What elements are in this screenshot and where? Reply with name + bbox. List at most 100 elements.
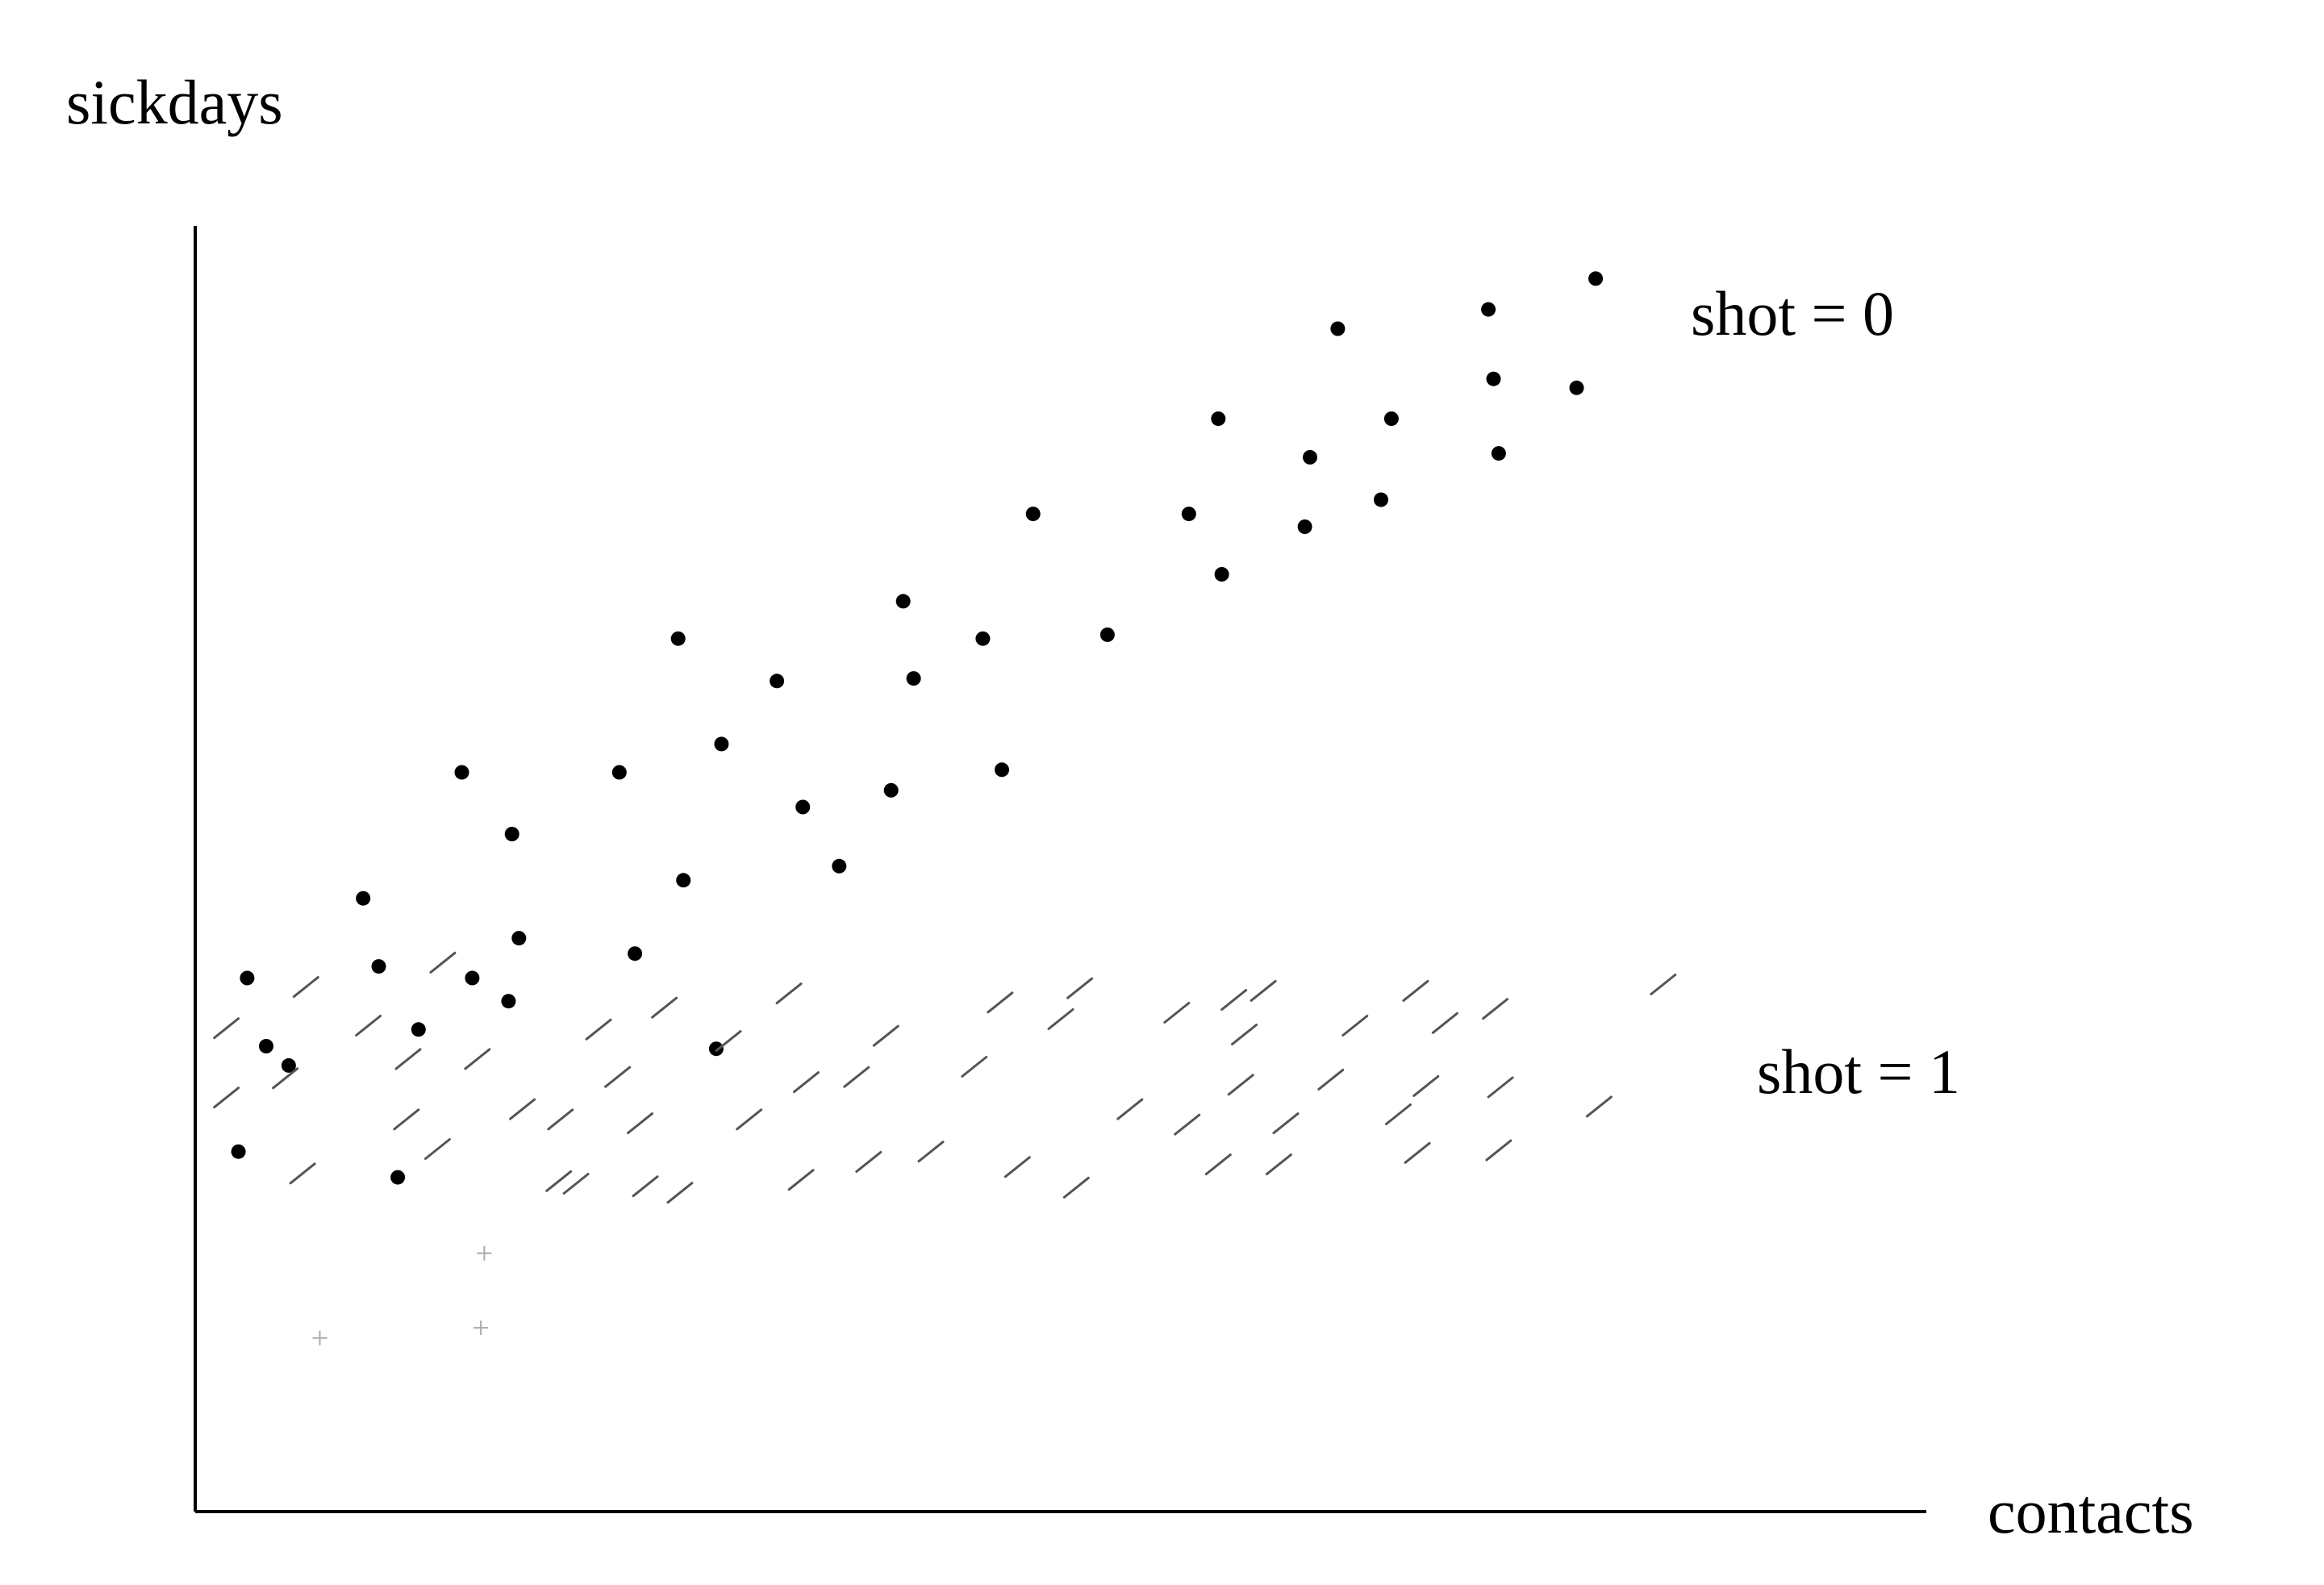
point-series-1-56 bbox=[1585, 1095, 1613, 1118]
point-series-1-9 bbox=[423, 1138, 451, 1160]
point-series-0-39 bbox=[1491, 446, 1506, 461]
point-series-0-38 bbox=[1486, 371, 1501, 386]
point-series-1-22 bbox=[736, 1108, 763, 1131]
point-series-2-1 bbox=[474, 1320, 489, 1336]
point-series-1-20 bbox=[651, 996, 678, 1019]
point-series-0-10 bbox=[504, 827, 519, 841]
point-series-0-18 bbox=[708, 1041, 724, 1057]
point-series-0-4 bbox=[356, 891, 371, 906]
point-series-1-8 bbox=[429, 951, 457, 974]
point-series-1-47 bbox=[1341, 1015, 1369, 1037]
point-series-1-45 bbox=[1265, 1153, 1292, 1176]
point-series-1-43 bbox=[1272, 1112, 1300, 1135]
point-series-1-15 bbox=[627, 1112, 653, 1135]
point-series-1-4 bbox=[289, 1162, 316, 1185]
point-series-1-17 bbox=[562, 1173, 590, 1195]
point-series-0-8 bbox=[454, 765, 469, 780]
point-series-0-23 bbox=[895, 594, 911, 609]
point-series-1-35 bbox=[1062, 1176, 1090, 1199]
point-series-0-29 bbox=[1181, 507, 1196, 522]
point-series-1-27 bbox=[872, 1024, 899, 1047]
point-series-1-1 bbox=[213, 1087, 240, 1109]
point-series-0-31 bbox=[1214, 567, 1229, 582]
chart-marks bbox=[213, 271, 1677, 1345]
y-axis-label: sickdays bbox=[66, 67, 283, 137]
point-series-1-5 bbox=[355, 1015, 382, 1037]
point-series-1-0 bbox=[213, 1017, 240, 1040]
x-axis-label: contacts bbox=[1988, 1476, 2194, 1546]
point-series-0-2 bbox=[281, 1057, 296, 1073]
point-series-1-24 bbox=[793, 1071, 820, 1094]
point-series-1-30 bbox=[961, 1056, 988, 1078]
point-series-1-51 bbox=[1431, 1011, 1458, 1034]
point-series-0-1 bbox=[259, 1039, 273, 1053]
point-series-0-14 bbox=[628, 946, 643, 961]
point-series-1-44 bbox=[1204, 1153, 1232, 1176]
point-series-1-48 bbox=[1385, 1103, 1412, 1125]
point-series-1-28 bbox=[855, 1150, 882, 1173]
point-series-1-21 bbox=[715, 1030, 742, 1053]
point-series-0-36 bbox=[1383, 411, 1399, 427]
point-series-0-19 bbox=[770, 674, 785, 689]
point-series-1-23 bbox=[775, 982, 803, 1005]
annotation-shot-0: shot = 0 bbox=[1691, 278, 1894, 348]
point-series-0-17 bbox=[714, 736, 729, 752]
point-series-0-25 bbox=[975, 631, 991, 646]
point-series-0-3 bbox=[231, 1144, 246, 1159]
point-series-1-37 bbox=[1163, 1002, 1191, 1024]
point-series-1-39 bbox=[1220, 989, 1248, 1011]
point-series-1-32 bbox=[1047, 1008, 1074, 1030]
point-series-2-0 bbox=[477, 1245, 492, 1261]
point-series-0-34 bbox=[1330, 321, 1346, 336]
point-series-0-32 bbox=[1297, 519, 1312, 534]
point-series-1-52 bbox=[1404, 1141, 1431, 1164]
point-series-1-10 bbox=[464, 1048, 491, 1070]
point-series-1-12 bbox=[547, 1108, 574, 1131]
point-series-1-14 bbox=[604, 1066, 632, 1088]
point-series-1-40 bbox=[1231, 1024, 1258, 1046]
point-series-0-35 bbox=[1374, 492, 1388, 507]
point-series-0-20 bbox=[795, 799, 811, 815]
point-series-0-24 bbox=[906, 671, 921, 686]
point-series-1-19 bbox=[666, 1182, 694, 1204]
point-series-0-7 bbox=[390, 1170, 406, 1185]
annotation-shot-1: shot = 1 bbox=[1757, 1037, 1960, 1107]
point-series-1-16 bbox=[545, 1170, 573, 1192]
point-series-1-33 bbox=[1066, 977, 1094, 999]
point-series-0-6 bbox=[411, 1022, 426, 1037]
point-series-0-33 bbox=[1303, 449, 1317, 465]
point-series-1-6 bbox=[394, 1048, 422, 1070]
point-series-0-30 bbox=[1211, 411, 1226, 427]
point-series-1-7 bbox=[393, 1108, 420, 1131]
point-series-1-36 bbox=[1116, 1098, 1144, 1120]
point-series-0-41 bbox=[1588, 271, 1604, 286]
point-series-1-34 bbox=[1003, 1156, 1031, 1178]
point-series-1-42 bbox=[1250, 979, 1277, 1002]
point-series-1-26 bbox=[843, 1066, 870, 1088]
point-series-0-21 bbox=[832, 858, 847, 874]
point-series-1-49 bbox=[1402, 979, 1429, 1002]
point-series-0-37 bbox=[1481, 302, 1496, 317]
point-series-2-2 bbox=[312, 1330, 328, 1345]
point-series-0-27 bbox=[1025, 507, 1041, 522]
point-series-0-0 bbox=[240, 970, 255, 986]
point-series-1-29 bbox=[917, 1141, 945, 1163]
point-series-1-57 bbox=[1650, 974, 1677, 995]
point-series-0-13 bbox=[611, 765, 627, 780]
point-series-1-55 bbox=[1485, 1139, 1512, 1162]
point-series-1-2 bbox=[292, 976, 319, 999]
point-series-1-46 bbox=[1317, 1068, 1345, 1091]
point-series-1-54 bbox=[1487, 1076, 1514, 1099]
point-series-0-26 bbox=[995, 762, 1009, 778]
point-series-1-53 bbox=[1482, 998, 1509, 1020]
point-series-0-5 bbox=[371, 959, 386, 974]
point-series-1-38 bbox=[1174, 1113, 1201, 1136]
point-series-1-11 bbox=[509, 1098, 536, 1120]
point-series-0-28 bbox=[1099, 627, 1115, 642]
point-series-1-13 bbox=[585, 1018, 612, 1041]
point-series-0-15 bbox=[670, 631, 686, 646]
point-series-1-41 bbox=[1227, 1074, 1254, 1096]
point-series-0-16 bbox=[676, 873, 691, 888]
